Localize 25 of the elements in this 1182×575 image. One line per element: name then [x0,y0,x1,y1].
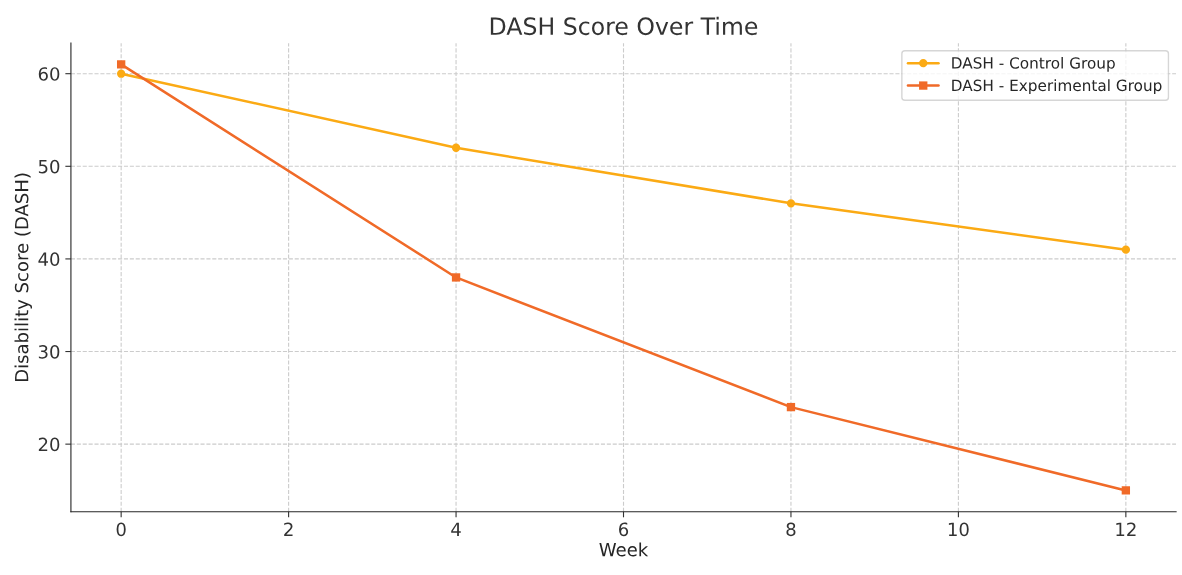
point [1121,486,1131,495]
legend-label: DASH - Control Group [952,56,1115,72]
y-tick-label: 50 [38,159,60,174]
y-tick-label: 20 [38,437,60,452]
point [786,199,796,208]
x-tick-label: 4 [451,522,461,536]
x-tick-label: 12 [1116,522,1136,536]
legend-label: DASH - Experimental Group [952,79,1162,95]
point [116,69,126,78]
y-tick-label: 30 [38,344,60,359]
x-tick-label: 2 [284,522,293,536]
point [1121,245,1131,254]
point [116,60,126,69]
x-tick-label: 10 [948,522,969,537]
point [451,273,461,282]
y-tick-label: 60 [38,67,60,81]
x-tick-label: 6 [619,522,629,537]
y-axis-title: Disability Score (DASH) [14,173,32,382]
x-axis-title: Week [599,542,649,557]
point [786,402,796,412]
x-tick-label: 0 [116,522,126,537]
y-tick-label: 40 [38,252,60,267]
x-tick-label: 8 [786,522,796,537]
point [451,143,461,152]
chart-title: DASH Score Over Time [490,16,758,36]
